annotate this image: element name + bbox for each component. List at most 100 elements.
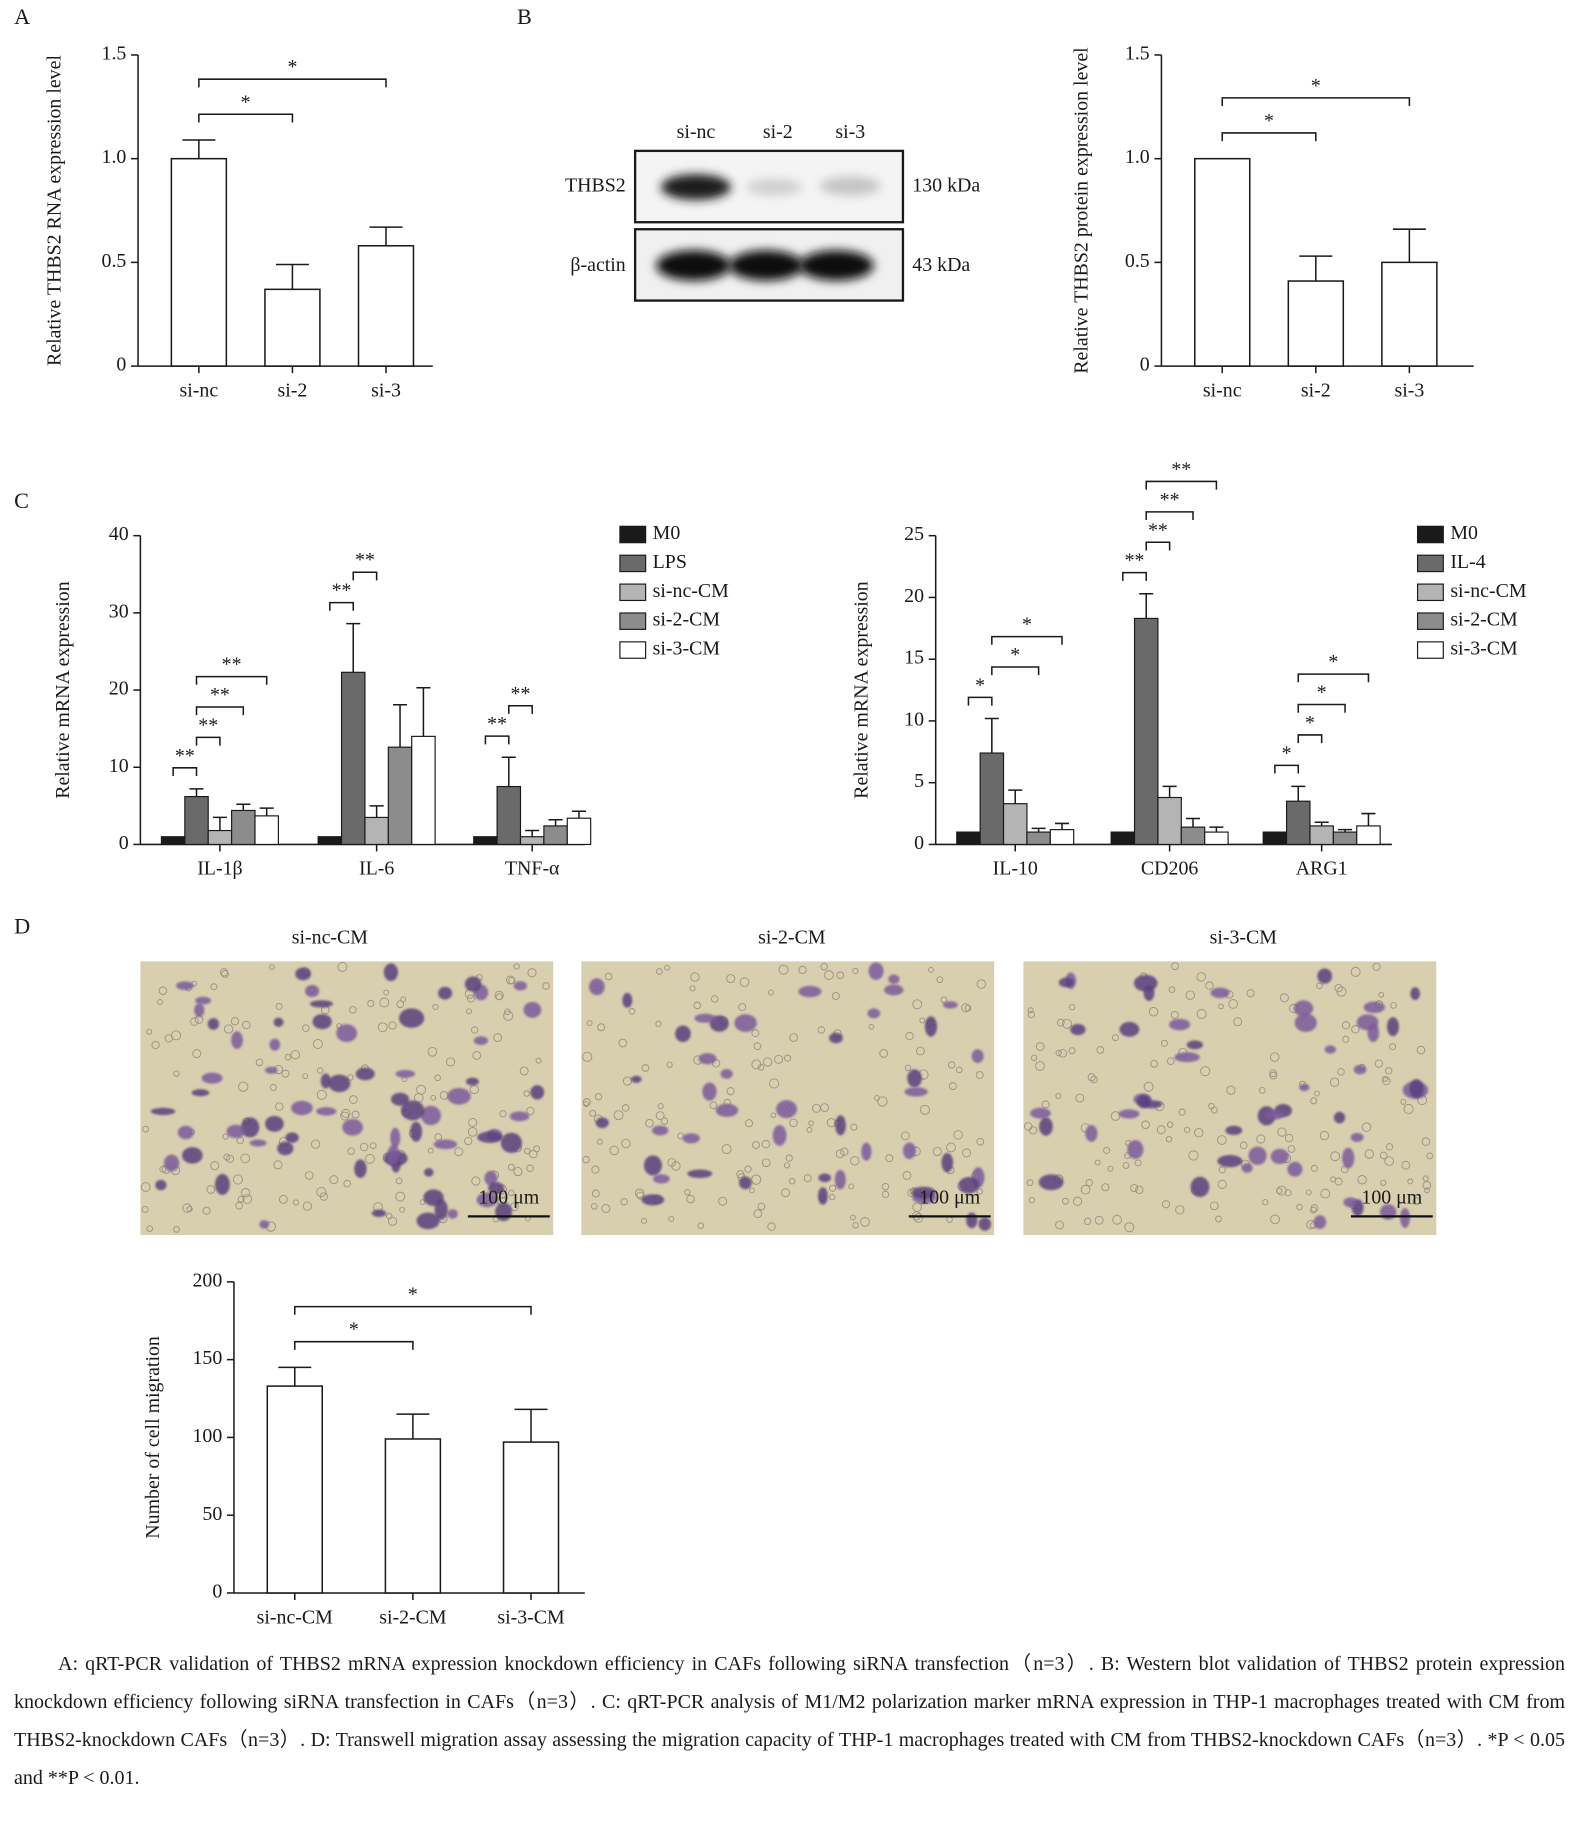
pore (1101, 1183, 1110, 1192)
cell (155, 1179, 167, 1191)
legend-label: M0 (1450, 522, 1478, 544)
cell (1356, 1014, 1379, 1031)
significance-bracket (1297, 734, 1323, 744)
pore (1083, 1217, 1092, 1225)
x-tick-label: CD206 (1141, 858, 1198, 880)
y-tick-label: 0 (914, 832, 924, 854)
pore (347, 1147, 355, 1155)
pore (582, 1051, 593, 1062)
pore (359, 1142, 369, 1152)
y-axis-label: Relative THBS2 protein expression level (1071, 47, 1093, 374)
scale-label: 100 μm (1361, 1186, 1422, 1208)
pore (828, 1184, 837, 1192)
pore (850, 1123, 858, 1131)
bar (1309, 825, 1334, 846)
cell (1133, 974, 1158, 992)
pore (881, 1190, 890, 1199)
panel-letter: D (14, 914, 30, 939)
error-bar (396, 1413, 430, 1439)
pore (1296, 1203, 1303, 1211)
pore (1305, 1189, 1312, 1196)
cell (438, 986, 453, 1000)
pore (434, 1133, 443, 1141)
cell (304, 984, 320, 998)
cell (902, 1142, 917, 1160)
pore (1374, 1059, 1384, 1068)
y-tick-label: 1.0 (1125, 146, 1150, 168)
legend-label: si-3-CM (1450, 638, 1518, 660)
x-tick-label: si-3-CM (497, 1606, 565, 1628)
cell (464, 976, 482, 992)
pore (940, 996, 948, 1004)
cell (390, 1092, 410, 1106)
cell (285, 1132, 299, 1143)
legend-swatch (1416, 554, 1444, 573)
cell (390, 1127, 401, 1148)
error-bar (1314, 821, 1329, 826)
pore (586, 1020, 593, 1027)
pore (671, 1161, 681, 1171)
bar (160, 836, 186, 846)
bar (1049, 829, 1075, 846)
bar (1287, 280, 1345, 367)
pore (1226, 1085, 1236, 1095)
cell (354, 1159, 367, 1178)
y-axis-label: Relative mRNA expression (52, 581, 74, 799)
cell (1085, 1125, 1098, 1142)
cell (194, 1003, 205, 1018)
cell (295, 967, 312, 981)
cell (500, 1132, 522, 1153)
error-bar (1361, 812, 1376, 826)
pore (348, 1095, 358, 1104)
pore (1337, 1068, 1345, 1076)
pore (912, 1202, 922, 1212)
pore (347, 1074, 354, 1081)
pore (340, 1111, 350, 1121)
pore (1364, 1149, 1374, 1159)
pore (1309, 1206, 1317, 1214)
y-tick-label: 1.5 (1125, 43, 1150, 65)
pore (302, 1201, 313, 1211)
cell (336, 1024, 358, 1043)
pore (618, 1038, 628, 1048)
cell (416, 1212, 440, 1230)
legend-label: si-3-CM (653, 638, 721, 660)
pore (468, 1117, 478, 1128)
cell (249, 1139, 267, 1147)
y-tick-label: 0.5 (102, 250, 127, 272)
pore (778, 964, 789, 975)
cell (1342, 1147, 1355, 1169)
cell (911, 1186, 937, 1199)
cell (1225, 1125, 1243, 1136)
bar (502, 1441, 560, 1594)
pore (337, 961, 348, 972)
cell (259, 1220, 270, 1229)
pore (526, 1106, 535, 1116)
pore (668, 1215, 675, 1222)
pore (916, 1046, 925, 1056)
pore (1185, 990, 1196, 1000)
pore (751, 1141, 760, 1149)
pore (1334, 983, 1343, 993)
pore (852, 967, 859, 975)
bar (207, 829, 233, 846)
bar (1110, 831, 1136, 846)
pore (657, 1103, 664, 1110)
pore (255, 1058, 264, 1067)
cell (177, 1125, 194, 1140)
pore (962, 1148, 972, 1158)
pore (1314, 1090, 1320, 1097)
cell (383, 963, 399, 982)
significance-bracket (1297, 673, 1370, 683)
pore (912, 999, 923, 1010)
bar (543, 825, 568, 846)
y-tick-label: 200 (192, 1269, 222, 1291)
pore (533, 1145, 541, 1153)
cell (1169, 1018, 1191, 1031)
pore (158, 986, 168, 996)
pore (1175, 1205, 1185, 1215)
pore (223, 1024, 234, 1034)
pore (542, 982, 550, 990)
significance-label: ** (487, 713, 507, 735)
significance-label: ** (332, 580, 352, 602)
